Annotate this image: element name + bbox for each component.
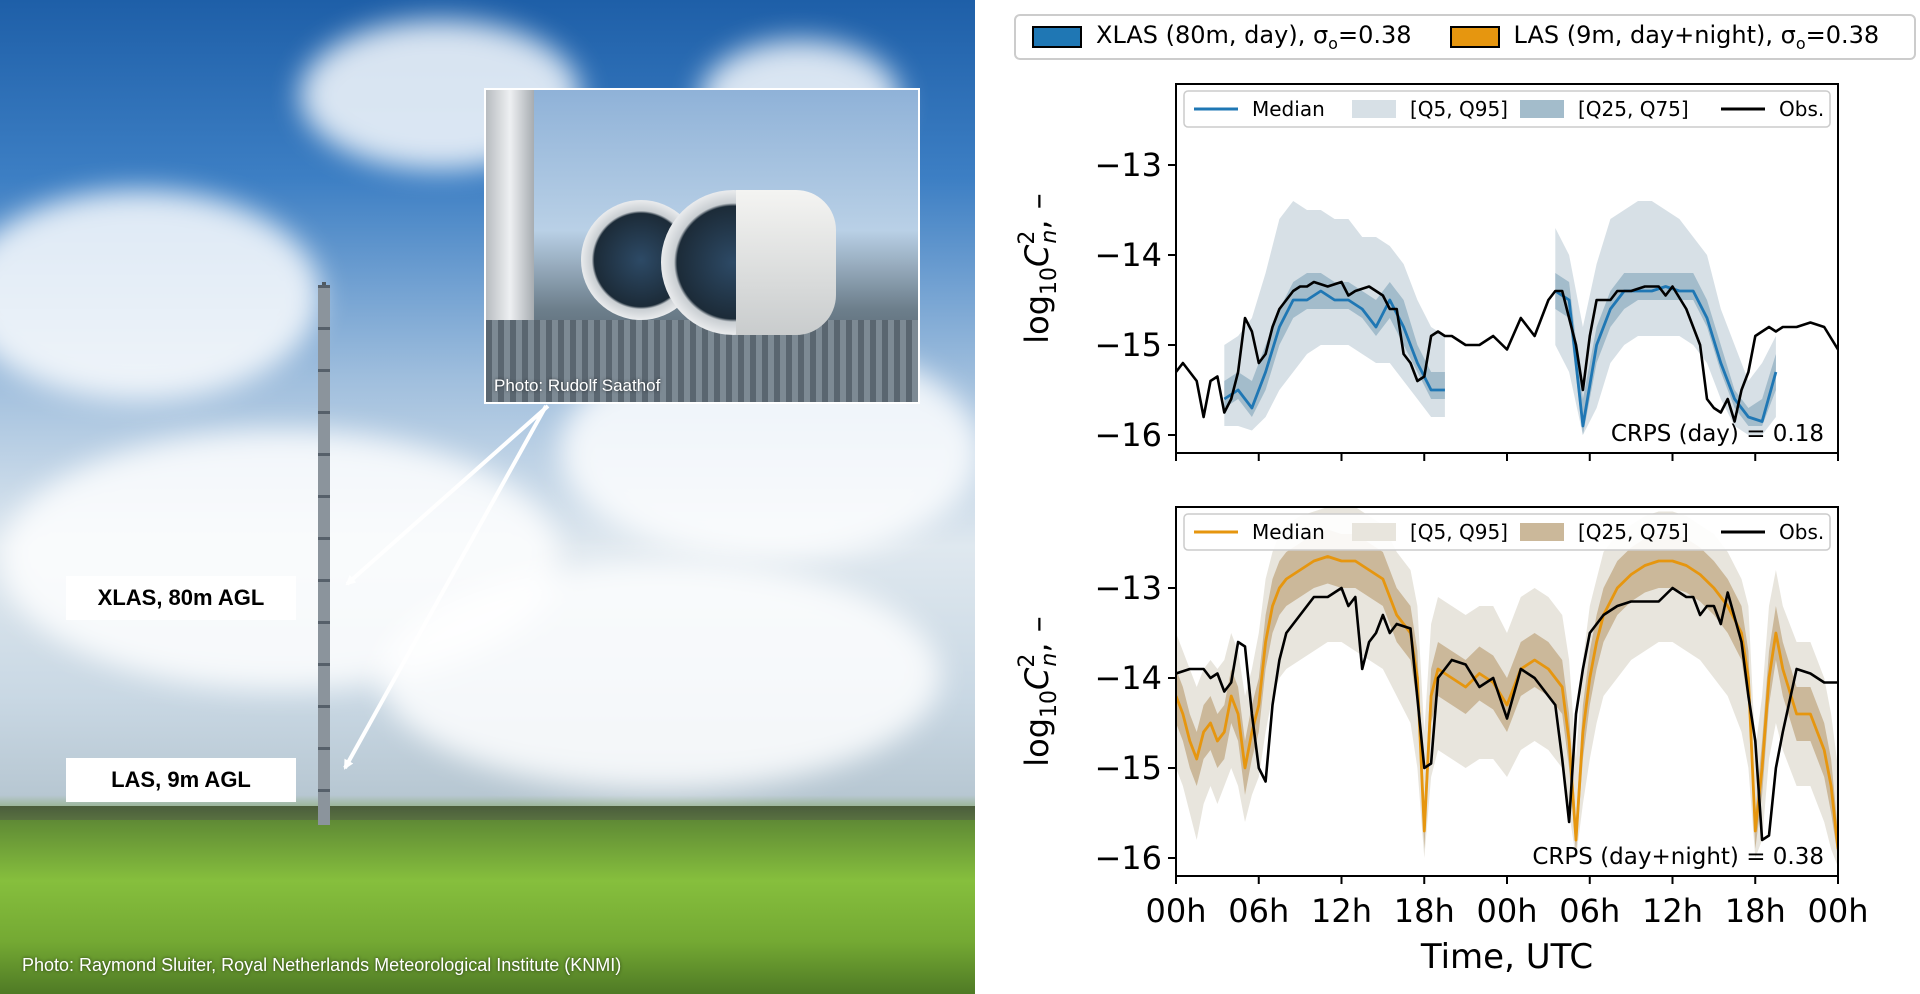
y-label-log: log	[1018, 718, 1056, 767]
x-tick-label: 12h	[1311, 892, 1372, 930]
x-axis-label: Time, UTC	[1420, 937, 1593, 977]
y-label-sub-10: 10	[1037, 267, 1062, 295]
y-label-sub-10: 10	[1037, 690, 1062, 718]
legend-label-q75: [Q25, Q75]	[1578, 97, 1689, 121]
chart-panel-1: −16 −15 −14 −13 log10C2n, – Median [Q5, Q95] [Q…	[1015, 83, 1839, 461]
y-tick-label: −16	[1094, 839, 1162, 877]
y-label-var-c: C	[1018, 244, 1056, 267]
y-label-log: log	[1018, 295, 1056, 344]
arrow-to-las	[343, 405, 548, 770]
band-q25-q75-1	[1176, 529, 1838, 858]
y-label-sup-2: 2	[1015, 654, 1040, 668]
arrow-to-xlas	[345, 404, 550, 586]
chart-legend: Median [Q5, Q95] [Q25, Q75] Obs.	[1183, 90, 1831, 128]
y-tick-label: −15	[1094, 326, 1162, 364]
main-photo-credit: Photo: Raymond Sluiter, Royal Netherland…	[22, 955, 622, 975]
grating-floor	[486, 320, 918, 402]
legend-patch-q95	[1352, 100, 1396, 118]
chart-panel-2: −16 −15 −14 −13 00h 06h 12h 18h 00h 06h 12h 18h 00h T…	[1015, 506, 1869, 977]
y-label-sub-n: n	[1037, 653, 1062, 667]
inset-photo-scintillometers: Photo: Rudolf Saathof	[484, 88, 920, 404]
legend-swatch-xlas	[1032, 25, 1082, 48]
legend-swatch-las	[1449, 25, 1500, 48]
cloud	[0, 190, 320, 400]
legend-text-las: LAS (9m, day+night), σo=0.38	[1513, 21, 1880, 53]
legend-patch-q95	[1352, 523, 1396, 541]
crps-annotation: CRPS (day+night) = 0.38	[1532, 844, 1824, 870]
band-q5-q95-2	[1555, 201, 1776, 435]
instrument-legend: XLAS (80m, day), σo=0.38 LAS (9m, day+ni…	[1014, 14, 1916, 60]
x-tick-label: 12h	[1642, 892, 1703, 930]
xlas-label: XLAS, 80m AGL	[66, 576, 296, 620]
grass-field	[0, 820, 975, 994]
y-tick-label: −13	[1094, 146, 1162, 184]
band-q25-q75-2	[1555, 273, 1776, 435]
median-line-1	[1223, 289, 1445, 410]
las-label: LAS, 9m AGL	[66, 758, 296, 802]
y-tick-label: −13	[1094, 569, 1162, 607]
y-tick-label: −15	[1094, 749, 1162, 787]
x-tick-label: 18h	[1725, 892, 1786, 930]
site-photo: Photo: Rudolf Saathof XLAS, 80m AGL LAS,…	[0, 0, 975, 994]
plot-area	[1176, 201, 1838, 435]
y-label-unit: , –	[1018, 616, 1056, 652]
inset-photo-credit: Photo: Rudolf Saathof	[494, 376, 661, 395]
x-tick-label: 00h	[1808, 892, 1869, 930]
measurement-tower	[318, 285, 330, 825]
legend-patch-q75	[1520, 100, 1564, 118]
plot-area	[1176, 507, 1838, 867]
legend-las: LAS (9m, day+night), σo=0.38	[1449, 21, 1880, 53]
band-q5-q95-1	[1224, 201, 1445, 431]
x-tick-label: 06h	[1559, 892, 1620, 930]
y-tick-label: −14	[1094, 659, 1162, 697]
legend-text-xlas: XLAS (80m, day), σo=0.38	[1096, 21, 1412, 53]
legend-label-median: Median	[1252, 97, 1325, 121]
scintillometer-housing	[736, 190, 836, 335]
legend-label-q75: [Q25, Q75]	[1578, 520, 1689, 544]
y-label-var-c: C	[1018, 667, 1056, 690]
legend-label-obs: Obs.	[1779, 97, 1824, 121]
obs-line	[1176, 586, 1838, 842]
legend-label-obs: Obs.	[1779, 520, 1824, 544]
y-label-sub-n: n	[1037, 230, 1062, 244]
crps-annotation: CRPS (day) = 0.18	[1611, 421, 1824, 447]
legend-frame	[1183, 513, 1831, 551]
y-label-unit: , –	[1018, 193, 1056, 229]
median-line-1	[1176, 555, 1838, 850]
y-axis-label: log10C2n, –	[1015, 616, 1062, 766]
x-tick-label: 00h	[1477, 892, 1538, 930]
y-tick-label: −16	[1094, 416, 1162, 454]
obs-line	[1176, 280, 1838, 423]
x-tick-label: 00h	[1146, 892, 1207, 930]
x-tick-label: 06h	[1228, 892, 1289, 930]
y-tick-label: −14	[1094, 236, 1162, 274]
chart-legend: Median [Q5, Q95] [Q25, Q75] Obs.	[1183, 513, 1831, 551]
cloud	[380, 560, 940, 790]
pointer-arrows	[343, 404, 550, 770]
x-tick-label: 18h	[1394, 892, 1455, 930]
y-axis-label: log10C2n, –	[1015, 193, 1062, 343]
legend-label-median: Median	[1252, 520, 1325, 544]
treeline	[0, 806, 975, 824]
legend-label-q95: [Q5, Q95]	[1410, 97, 1508, 121]
y-label-sup-2: 2	[1015, 231, 1040, 245]
legend-label-q95: [Q5, Q95]	[1410, 520, 1508, 544]
legend-frame	[1183, 90, 1831, 128]
legend-xlas: XLAS (80m, day), σo=0.38	[1032, 21, 1412, 53]
legend-patch-q75	[1520, 523, 1564, 541]
